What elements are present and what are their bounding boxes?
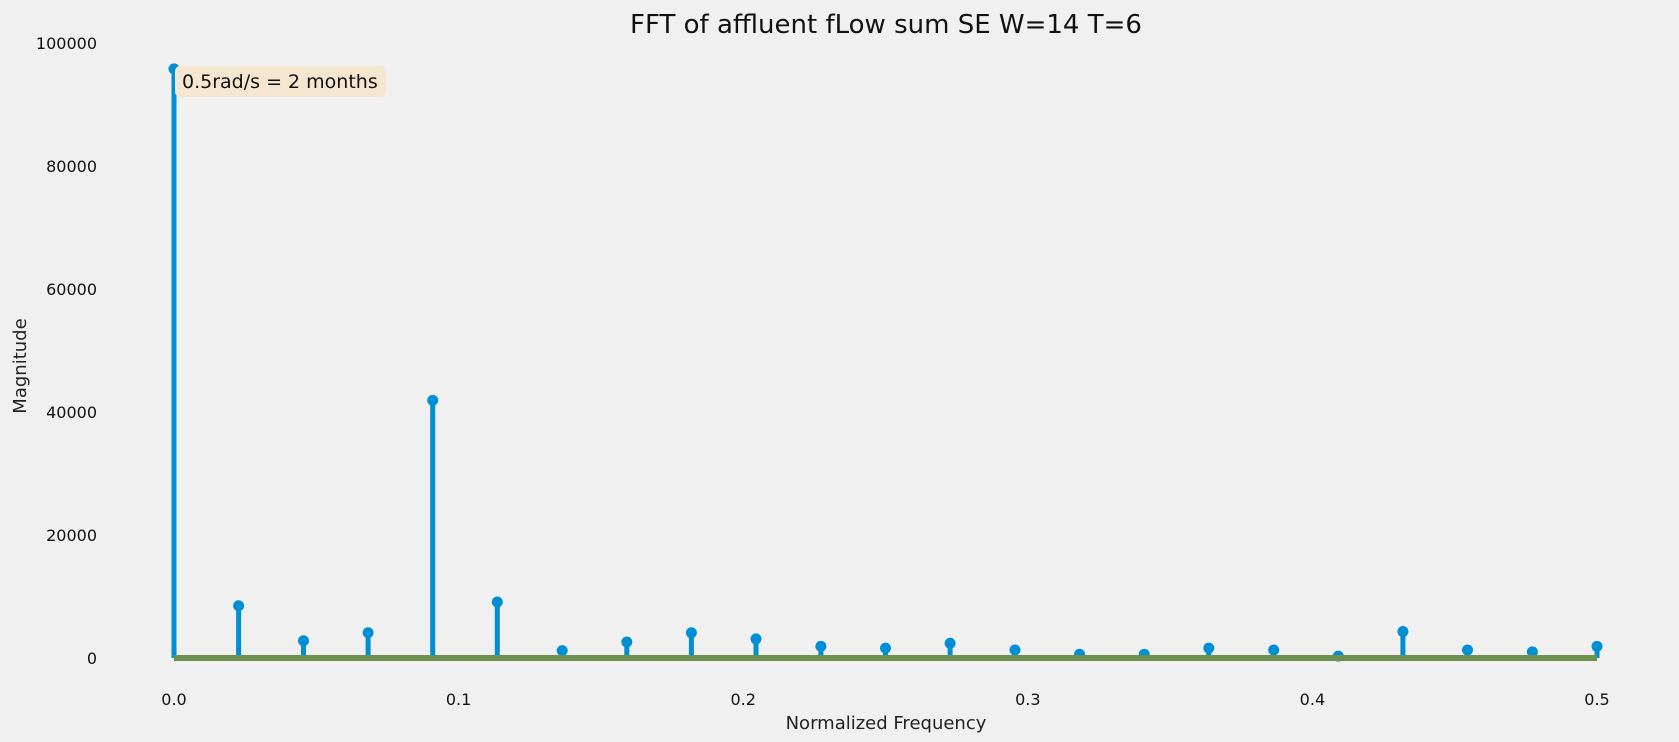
- stem-marker: [427, 394, 439, 406]
- stem-marker: [233, 600, 245, 612]
- stem-marker: [1591, 640, 1603, 652]
- stem-marker: [815, 640, 827, 652]
- x-axis-label: Normalized Frequency: [786, 713, 987, 734]
- chart-title: FFT of affluent fLow sum SE W=14 T=6: [630, 10, 1142, 40]
- y-tick-label: 80000: [46, 157, 97, 176]
- stem-marker: [491, 596, 503, 608]
- stem-marker: [556, 645, 568, 657]
- stem-marker: [297, 635, 309, 647]
- stem-marker: [944, 637, 956, 649]
- y-axis-label: Magnitude: [10, 318, 31, 413]
- stem-marker: [621, 636, 633, 648]
- stem-marker: [1526, 646, 1538, 658]
- stem-marker: [750, 633, 762, 645]
- x-tick-label: 0.1: [446, 690, 471, 709]
- y-tick-label: 40000: [46, 403, 97, 422]
- y-tick-label: 20000: [46, 526, 97, 545]
- x-tick-label: 0.4: [1300, 690, 1325, 709]
- annotation-box: 0.5rad/s = 2 months: [175, 66, 386, 97]
- annotation-text: 0.5rad/s = 2 months: [182, 71, 378, 93]
- y-tick-label: 0: [87, 649, 97, 668]
- stem-marker: [362, 627, 374, 639]
- stem-marker: [1268, 644, 1280, 656]
- y-axis-ticks: 0 20000 40000 60000 80000 100000: [36, 34, 97, 668]
- stem-marker: [1462, 644, 1474, 656]
- stem-marker: [1397, 626, 1409, 638]
- x-tick-label: 0.5: [1584, 690, 1609, 709]
- y-tick-label: 100000: [36, 34, 97, 53]
- x-tick-label: 0.3: [1015, 690, 1040, 709]
- stem-marker: [1203, 642, 1215, 654]
- x-tick-label: 0.2: [730, 690, 755, 709]
- stem-marker: [685, 627, 697, 639]
- stem-marker: [880, 642, 891, 654]
- y-tick-label: 60000: [46, 280, 97, 299]
- stem-marker: [1009, 644, 1021, 656]
- x-axis-ticks: 0.0 0.1 0.2 0.3 0.4 0.5: [161, 690, 1609, 709]
- annotation-background: [175, 66, 386, 97]
- x-tick-label: 0.0: [161, 690, 186, 709]
